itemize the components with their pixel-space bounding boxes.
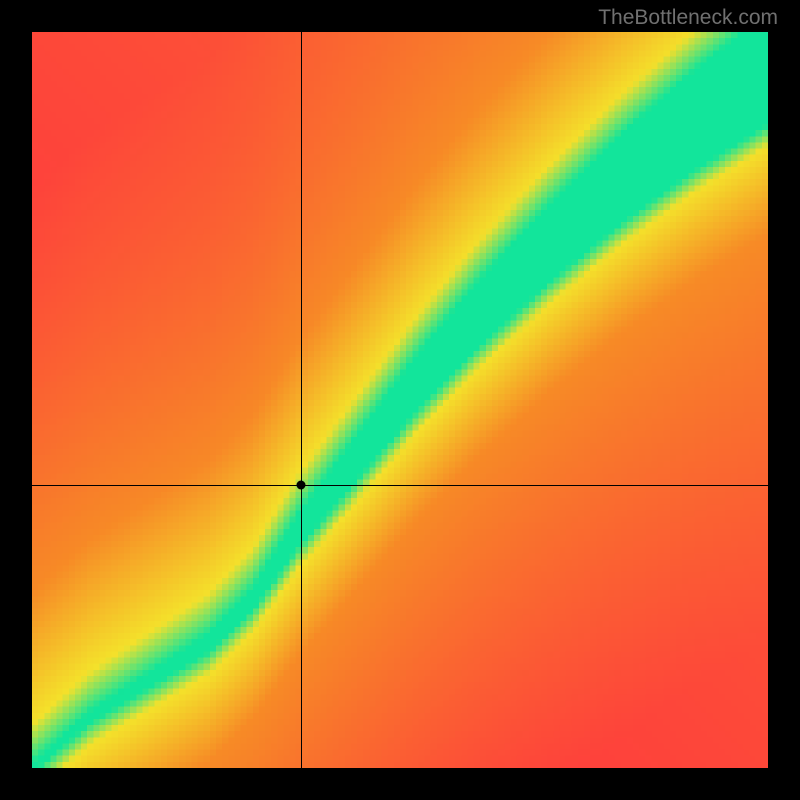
crosshair-vertical [301, 32, 302, 768]
heatmap-plot [32, 32, 768, 768]
bottleneck-marker-dot [296, 480, 305, 489]
watermark-text: TheBottleneck.com [598, 6, 778, 30]
heatmap-canvas [32, 32, 768, 768]
crosshair-horizontal [32, 485, 768, 486]
